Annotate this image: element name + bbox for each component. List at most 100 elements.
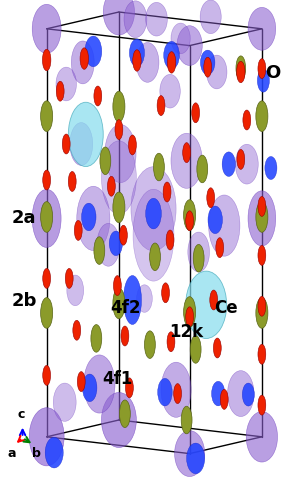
Ellipse shape	[188, 232, 209, 272]
Ellipse shape	[167, 52, 176, 73]
Ellipse shape	[208, 206, 222, 234]
Ellipse shape	[258, 395, 266, 415]
Ellipse shape	[258, 344, 266, 364]
Ellipse shape	[186, 271, 227, 338]
Ellipse shape	[200, 50, 215, 75]
Ellipse shape	[258, 296, 266, 316]
Ellipse shape	[137, 285, 152, 312]
Text: Ce: Ce	[214, 299, 238, 317]
Ellipse shape	[192, 103, 200, 123]
Ellipse shape	[162, 283, 169, 303]
Ellipse shape	[85, 36, 102, 67]
Ellipse shape	[237, 61, 245, 83]
Ellipse shape	[41, 101, 53, 132]
Ellipse shape	[206, 55, 227, 89]
Ellipse shape	[131, 167, 176, 251]
Ellipse shape	[237, 149, 245, 169]
Ellipse shape	[144, 331, 155, 359]
Ellipse shape	[119, 225, 127, 245]
Ellipse shape	[187, 443, 205, 474]
Ellipse shape	[43, 268, 51, 288]
Ellipse shape	[222, 152, 235, 177]
Ellipse shape	[113, 91, 125, 122]
Ellipse shape	[157, 96, 165, 116]
Ellipse shape	[200, 0, 221, 34]
Ellipse shape	[124, 1, 147, 37]
Ellipse shape	[119, 400, 130, 428]
Ellipse shape	[236, 56, 246, 81]
Ellipse shape	[246, 411, 278, 462]
Ellipse shape	[257, 69, 269, 92]
Ellipse shape	[154, 153, 164, 181]
Ellipse shape	[77, 186, 110, 251]
Ellipse shape	[136, 43, 159, 82]
Ellipse shape	[167, 332, 175, 352]
Ellipse shape	[70, 122, 93, 166]
Ellipse shape	[184, 200, 196, 230]
Ellipse shape	[265, 156, 277, 180]
Ellipse shape	[82, 203, 96, 231]
Ellipse shape	[94, 86, 102, 106]
Ellipse shape	[94, 237, 105, 264]
Ellipse shape	[53, 383, 76, 421]
Ellipse shape	[235, 144, 258, 184]
Ellipse shape	[45, 437, 63, 468]
Ellipse shape	[243, 110, 251, 130]
Text: a: a	[7, 447, 16, 460]
Ellipse shape	[248, 191, 276, 246]
Ellipse shape	[256, 298, 268, 328]
Text: b: b	[32, 447, 41, 460]
Text: 2b: 2b	[12, 292, 37, 311]
Ellipse shape	[258, 245, 266, 265]
Ellipse shape	[101, 393, 136, 447]
Ellipse shape	[212, 381, 225, 406]
Ellipse shape	[186, 307, 194, 327]
Ellipse shape	[220, 389, 228, 409]
Ellipse shape	[146, 198, 161, 229]
Ellipse shape	[62, 134, 70, 154]
Ellipse shape	[160, 74, 180, 108]
Ellipse shape	[113, 288, 125, 319]
Ellipse shape	[84, 355, 115, 413]
Ellipse shape	[115, 120, 123, 140]
Ellipse shape	[213, 338, 221, 358]
Ellipse shape	[133, 189, 174, 281]
Ellipse shape	[41, 202, 53, 232]
Ellipse shape	[166, 230, 174, 250]
Ellipse shape	[73, 320, 81, 340]
Ellipse shape	[103, 0, 135, 35]
Ellipse shape	[186, 211, 194, 231]
Ellipse shape	[171, 23, 190, 54]
Ellipse shape	[184, 297, 196, 327]
Text: 4f2: 4f2	[110, 299, 140, 317]
Text: c: c	[18, 408, 25, 421]
Ellipse shape	[190, 336, 201, 363]
Ellipse shape	[177, 26, 202, 65]
Ellipse shape	[183, 143, 191, 163]
Ellipse shape	[258, 196, 266, 216]
Ellipse shape	[171, 133, 202, 188]
Ellipse shape	[129, 135, 136, 155]
Ellipse shape	[150, 243, 160, 271]
Ellipse shape	[97, 223, 120, 266]
Ellipse shape	[29, 408, 64, 466]
Ellipse shape	[80, 48, 88, 69]
Ellipse shape	[41, 298, 53, 328]
Ellipse shape	[228, 371, 254, 417]
Text: 2a: 2a	[12, 209, 36, 228]
Ellipse shape	[68, 102, 103, 167]
Ellipse shape	[42, 49, 51, 71]
Text: 12k: 12k	[169, 323, 203, 341]
Ellipse shape	[43, 170, 51, 190]
Ellipse shape	[133, 50, 141, 71]
Ellipse shape	[105, 124, 136, 183]
Ellipse shape	[109, 231, 123, 256]
Ellipse shape	[32, 189, 61, 248]
Ellipse shape	[258, 59, 266, 79]
Ellipse shape	[67, 275, 84, 306]
Ellipse shape	[113, 276, 121, 296]
Ellipse shape	[101, 141, 136, 215]
Ellipse shape	[74, 220, 82, 240]
Ellipse shape	[204, 57, 212, 77]
Ellipse shape	[242, 383, 254, 406]
